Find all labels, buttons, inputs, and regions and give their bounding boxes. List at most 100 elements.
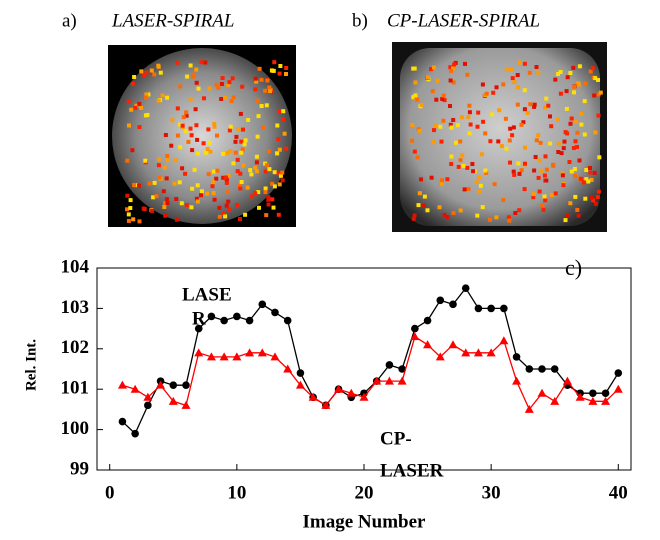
point <box>499 336 508 344</box>
activation-pixel <box>416 155 420 159</box>
activation-pixel <box>543 198 547 202</box>
activation-pixel <box>272 69 276 73</box>
activation-pixel <box>500 144 504 148</box>
activation-pixel <box>512 125 516 129</box>
activation-pixel <box>207 87 211 91</box>
activation-pixel <box>583 133 587 137</box>
activation-pixel <box>564 218 568 222</box>
activation-pixel <box>142 207 146 211</box>
activation-pixel <box>128 206 132 210</box>
point <box>423 340 432 348</box>
activation-pixel <box>143 159 147 163</box>
activation-pixel <box>240 85 244 89</box>
activation-pixel <box>413 67 417 71</box>
activation-pixel <box>463 187 467 191</box>
activation-pixel <box>571 66 575 70</box>
activation-pixel <box>182 115 186 119</box>
activation-pixel <box>246 118 250 122</box>
activation-pixel <box>131 217 135 221</box>
activation-pixel <box>231 161 235 165</box>
point <box>487 305 495 313</box>
activation-pixel <box>255 169 259 173</box>
activation-pixel <box>572 85 576 89</box>
activation-pixel <box>544 97 548 101</box>
activation-pixel <box>488 139 492 143</box>
activation-pixel <box>157 99 161 103</box>
point <box>424 317 432 325</box>
panel-title: CP-LASER-SPIRAL <box>387 10 540 31</box>
activation-pixel <box>235 203 239 207</box>
activation-pixel <box>596 78 600 82</box>
activation-pixel <box>569 122 573 126</box>
activation-pixel <box>174 197 178 201</box>
activation-pixel <box>557 142 561 146</box>
activation-pixel <box>456 123 460 127</box>
activation-pixel <box>236 169 240 173</box>
activation-pixel <box>548 142 552 146</box>
activation-pixel <box>281 109 285 113</box>
activation-pixel <box>265 163 269 167</box>
point <box>614 385 623 393</box>
activation-pixel <box>523 107 527 111</box>
activation-pixel <box>234 151 238 155</box>
activation-pixel <box>501 82 505 86</box>
activation-pixel <box>131 82 135 86</box>
activation-pixel <box>275 124 279 128</box>
activation-pixel <box>477 175 481 179</box>
activation-pixel <box>263 89 267 93</box>
activation-pixel <box>196 200 200 204</box>
activation-pixel <box>544 154 548 158</box>
activation-pixel <box>583 81 587 85</box>
activation-pixel <box>599 91 603 95</box>
activation-pixel <box>244 138 248 142</box>
activation-pixel <box>138 219 142 223</box>
activation-pixel <box>148 182 152 186</box>
activation-pixel <box>213 125 217 129</box>
activation-pixel <box>189 127 193 131</box>
activation-pixel <box>459 158 463 162</box>
activation-pixel <box>196 183 200 187</box>
activation-pixel <box>533 103 537 107</box>
activation-pixel <box>449 162 453 166</box>
y-tick-label: 103 <box>61 297 90 318</box>
point <box>233 313 241 321</box>
activation-pixel <box>539 141 543 145</box>
activation-pixel <box>157 163 161 167</box>
activation-pixel <box>582 180 586 184</box>
point <box>602 389 610 397</box>
activation-pixel <box>591 66 595 70</box>
activation-pixel <box>231 76 235 80</box>
activation-pixel <box>543 195 547 199</box>
activation-pixel <box>597 114 601 118</box>
activation-pixel <box>144 96 148 100</box>
activation-pixel <box>454 141 458 145</box>
activation-pixel <box>200 60 204 64</box>
activation-pixel <box>479 184 483 188</box>
point <box>246 317 254 325</box>
activation-pixel <box>169 144 173 148</box>
activation-pixel <box>258 67 262 71</box>
activation-pixel <box>564 130 568 134</box>
activation-pixel <box>546 104 550 108</box>
activation-pixel <box>544 179 548 183</box>
activation-pixel <box>180 201 184 205</box>
activation-pixel <box>432 128 436 132</box>
point <box>118 381 127 389</box>
activation-pixel <box>413 150 417 154</box>
activation-pixel <box>272 206 276 210</box>
activation-pixel <box>234 140 238 144</box>
activation-pixel <box>532 192 536 196</box>
activation-pixel <box>422 204 426 208</box>
point <box>119 418 127 426</box>
activation-pixel <box>504 117 508 121</box>
activation-pixel <box>243 142 247 146</box>
y-axis-label: Rel. Int. <box>23 339 39 391</box>
point <box>411 325 419 333</box>
activation-pixel <box>261 125 265 129</box>
activation-pixel <box>476 111 480 115</box>
activation-pixel <box>540 203 544 207</box>
activation-pixel <box>440 140 444 144</box>
activation-pixel <box>196 152 200 156</box>
activation-pixel <box>166 158 170 162</box>
point <box>538 365 546 373</box>
